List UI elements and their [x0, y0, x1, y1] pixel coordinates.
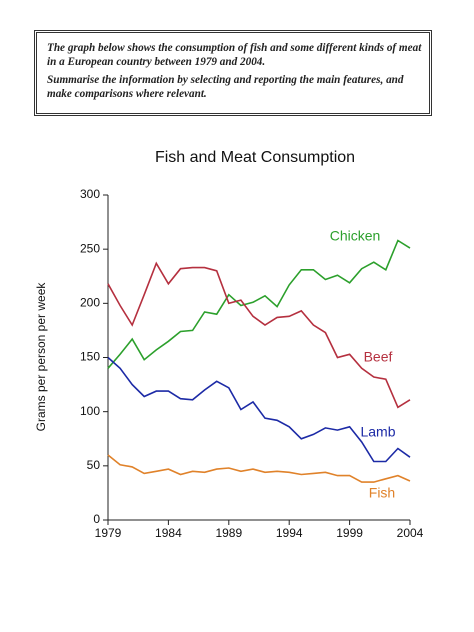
x-tick-label: 1994 [276, 526, 303, 540]
series-line [107, 261, 411, 409]
y-tick-label: 150 [80, 350, 100, 364]
x-tick-label: 1984 [155, 526, 182, 540]
x-tick-label: 2004 [397, 526, 424, 540]
series-label: Fish [369, 485, 395, 501]
prompt-paragraph: Summarise the information by selecting a… [47, 73, 419, 101]
y-tick-label: 250 [80, 241, 100, 255]
x-tick-label: 1979 [95, 526, 122, 540]
prompt-line: Summarise the information by selecting a… [47, 74, 404, 86]
prompt-line: make comparisons where relevant. [47, 88, 207, 100]
y-tick-label: 300 [80, 187, 100, 201]
series-line [107, 356, 411, 463]
prompt-line: in a European country between 1979 and 2… [47, 56, 266, 68]
x-tick-label: 1999 [336, 526, 363, 540]
prompt-line: The graph below shows the consumption of… [47, 42, 422, 54]
series-line [107, 239, 411, 369]
y-tick-label: 200 [80, 296, 100, 310]
series-label: Chicken [330, 228, 381, 244]
y-axis-label: Grams per person per week [34, 282, 48, 432]
series-line [107, 454, 411, 483]
y-tick-label: 0 [93, 512, 100, 526]
task-prompt: The graph below shows the consumption of… [34, 30, 432, 116]
x-tick-label: 1989 [215, 526, 242, 540]
chart-title: Fish and Meat Consumption [155, 149, 355, 166]
y-tick-label: 100 [80, 404, 100, 418]
series-label: Lamb [360, 424, 395, 440]
prompt-paragraph: The graph below shows the consumption of… [47, 41, 422, 69]
y-tick-label: 50 [87, 458, 101, 472]
series-label: Beef [364, 349, 393, 365]
